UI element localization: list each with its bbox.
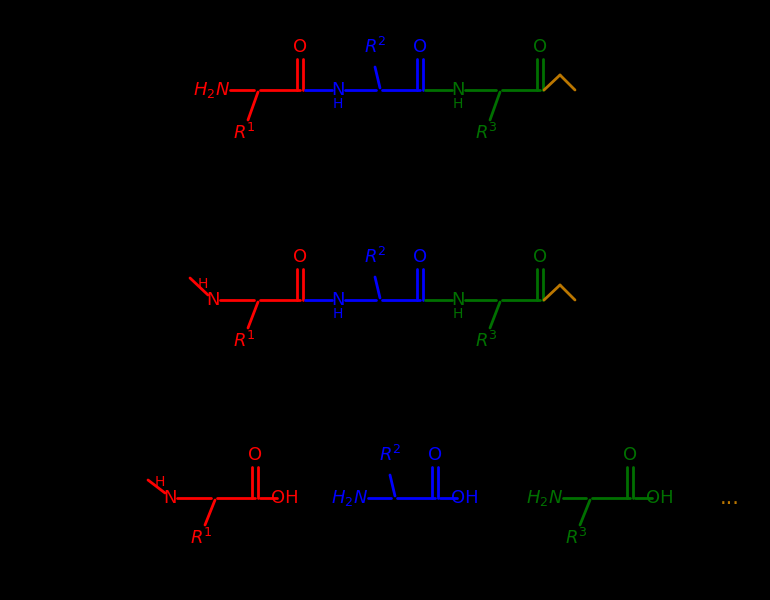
Text: N: N — [331, 81, 345, 99]
Text: O: O — [623, 446, 637, 464]
Text: $R^2$: $R^2$ — [363, 37, 387, 57]
Text: $R^3$: $R^3$ — [564, 528, 588, 548]
Text: $H_2N$: $H_2N$ — [527, 488, 564, 508]
Text: OH: OH — [271, 489, 299, 507]
Text: $R^2$: $R^2$ — [363, 247, 387, 267]
Text: $R^3$: $R^3$ — [474, 331, 497, 351]
Text: O: O — [533, 248, 547, 266]
Text: N: N — [331, 291, 345, 309]
Text: O: O — [428, 446, 442, 464]
Text: O: O — [293, 38, 307, 56]
Text: H: H — [333, 307, 343, 321]
Text: H: H — [453, 97, 464, 111]
Text: O: O — [293, 248, 307, 266]
Text: O: O — [413, 248, 427, 266]
Text: $R^1$: $R^1$ — [233, 123, 256, 143]
Text: N: N — [451, 81, 465, 99]
Text: H: H — [155, 475, 166, 489]
Text: H: H — [453, 307, 464, 321]
Text: H: H — [333, 97, 343, 111]
Text: N: N — [206, 291, 219, 309]
Text: O: O — [248, 446, 262, 464]
Text: OH: OH — [451, 489, 479, 507]
Text: OH: OH — [646, 489, 674, 507]
Text: O: O — [533, 38, 547, 56]
Text: $R^2$: $R^2$ — [379, 445, 401, 465]
Text: $H_2N$: $H_2N$ — [193, 80, 230, 100]
Text: $R^1$: $R^1$ — [189, 528, 213, 548]
Text: N: N — [451, 291, 465, 309]
Text: O: O — [413, 38, 427, 56]
Text: $R^1$: $R^1$ — [233, 331, 256, 351]
Text: $R^3$: $R^3$ — [474, 123, 497, 143]
Text: ...: ... — [720, 488, 740, 508]
Text: $H_2N$: $H_2N$ — [331, 488, 369, 508]
Text: N: N — [163, 489, 177, 507]
Text: H: H — [198, 277, 208, 291]
